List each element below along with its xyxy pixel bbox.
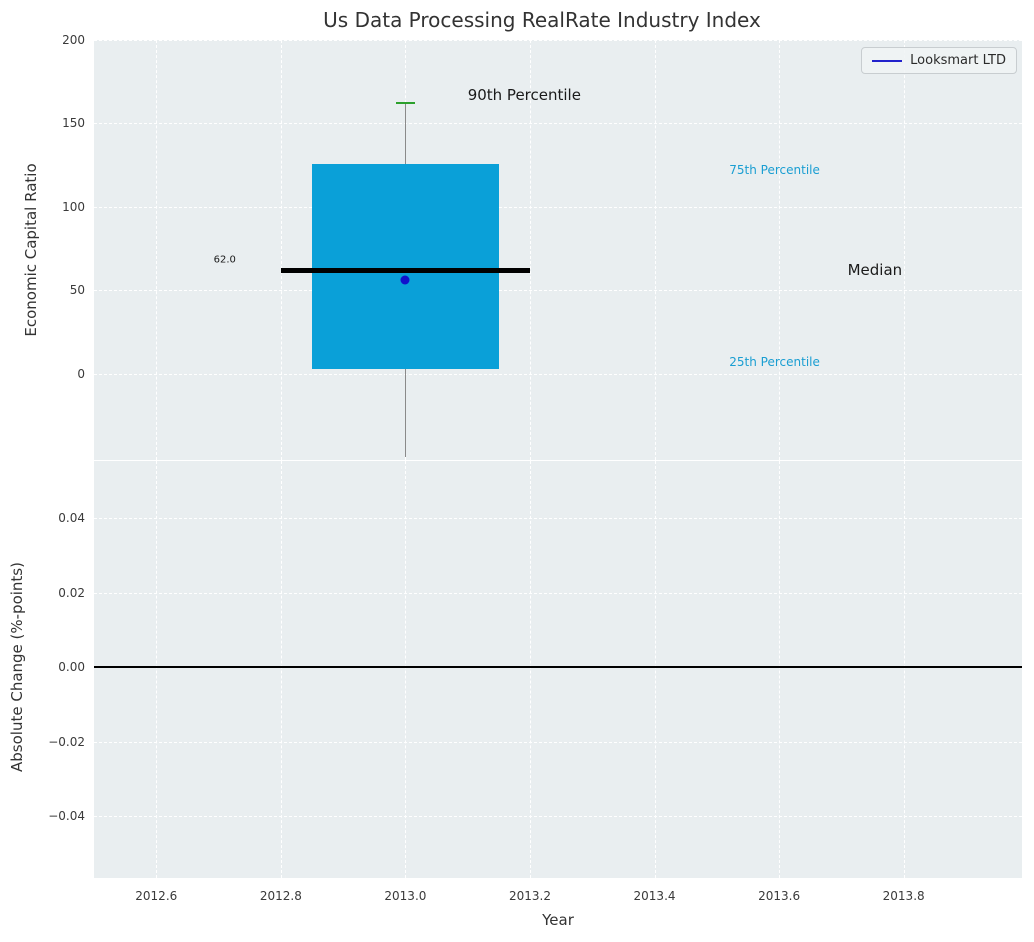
gridline-horizontal bbox=[94, 373, 1022, 375]
p90-cap bbox=[396, 102, 415, 105]
gridline-vertical bbox=[654, 461, 656, 878]
gridline-vertical bbox=[156, 40, 158, 460]
zero-line bbox=[94, 666, 1022, 668]
y-tick-label: 150 bbox=[62, 116, 85, 131]
y-tick-label: 100 bbox=[62, 199, 85, 214]
legend-line-swatch bbox=[872, 59, 903, 62]
median-line bbox=[280, 267, 530, 273]
x-tick-label: 2013.2 bbox=[508, 889, 551, 903]
x-tick-label: 2013.4 bbox=[633, 889, 676, 903]
gridline-horizontal bbox=[94, 40, 1022, 41]
x-tick-label: 2013.8 bbox=[882, 889, 925, 903]
gridline-vertical bbox=[280, 40, 282, 460]
x-tick-label: 2012.8 bbox=[259, 889, 302, 903]
y-tick-label: 200 bbox=[62, 33, 85, 47]
gridline-vertical bbox=[280, 461, 282, 878]
gridline-horizontal bbox=[94, 592, 1022, 594]
bottom-axes-absolute-change bbox=[94, 461, 1022, 878]
company-marker bbox=[400, 275, 410, 285]
y-tick-label: 0.00 bbox=[58, 660, 85, 675]
gridline-vertical bbox=[405, 461, 407, 878]
y-tick-label: −0.04 bbox=[48, 809, 85, 824]
x-axis-label: Year bbox=[542, 911, 574, 929]
gridline-vertical bbox=[903, 461, 905, 878]
x-tick-label: 2013.6 bbox=[758, 889, 801, 903]
annotation-75th-percentile: 75th Percentile bbox=[729, 163, 820, 178]
gridline-vertical bbox=[779, 461, 781, 878]
gridline-horizontal bbox=[94, 206, 1022, 208]
annotation-median: Median bbox=[847, 261, 903, 280]
gridline-vertical bbox=[529, 40, 531, 460]
iqr-box bbox=[311, 163, 499, 369]
legend[interactable]: Looksmart LTD bbox=[861, 47, 1017, 74]
chart-title: Us Data Processing RealRate Industry Ind… bbox=[323, 8, 761, 32]
annotation-25th-percentile: 25th Percentile bbox=[729, 355, 820, 370]
gridline-vertical bbox=[903, 40, 905, 460]
gridline-horizontal bbox=[94, 741, 1022, 743]
annotation-90th-percentile: 90th Percentile bbox=[467, 86, 581, 105]
gridline-vertical bbox=[654, 40, 656, 460]
x-tick-label: 2013.0 bbox=[384, 889, 427, 903]
y-tick-label: 0.02 bbox=[58, 585, 85, 600]
bottom-y-axis-label: Absolute Change (%-points) bbox=[8, 562, 26, 772]
gridline-vertical bbox=[529, 461, 531, 878]
y-tick-label: 0.04 bbox=[58, 511, 85, 526]
gridline-vertical bbox=[156, 461, 158, 878]
annotation-62-0: 62.0 bbox=[213, 254, 236, 266]
y-tick-label: 0 bbox=[77, 366, 85, 381]
top-axes-capital-ratio bbox=[94, 40, 1022, 460]
y-tick-label: 50 bbox=[69, 283, 85, 298]
top-y-axis-label: Economic Capital Ratio bbox=[22, 163, 40, 337]
legend-label: Looksmart LTD bbox=[910, 53, 1006, 68]
y-tick-label: −0.02 bbox=[48, 734, 85, 749]
gridline-horizontal bbox=[94, 518, 1022, 520]
gridline-horizontal bbox=[94, 816, 1022, 818]
x-tick-label: 2012.6 bbox=[135, 889, 178, 903]
gridline-vertical bbox=[779, 40, 781, 460]
gridline-horizontal bbox=[94, 290, 1022, 292]
gridline-horizontal bbox=[94, 123, 1022, 125]
